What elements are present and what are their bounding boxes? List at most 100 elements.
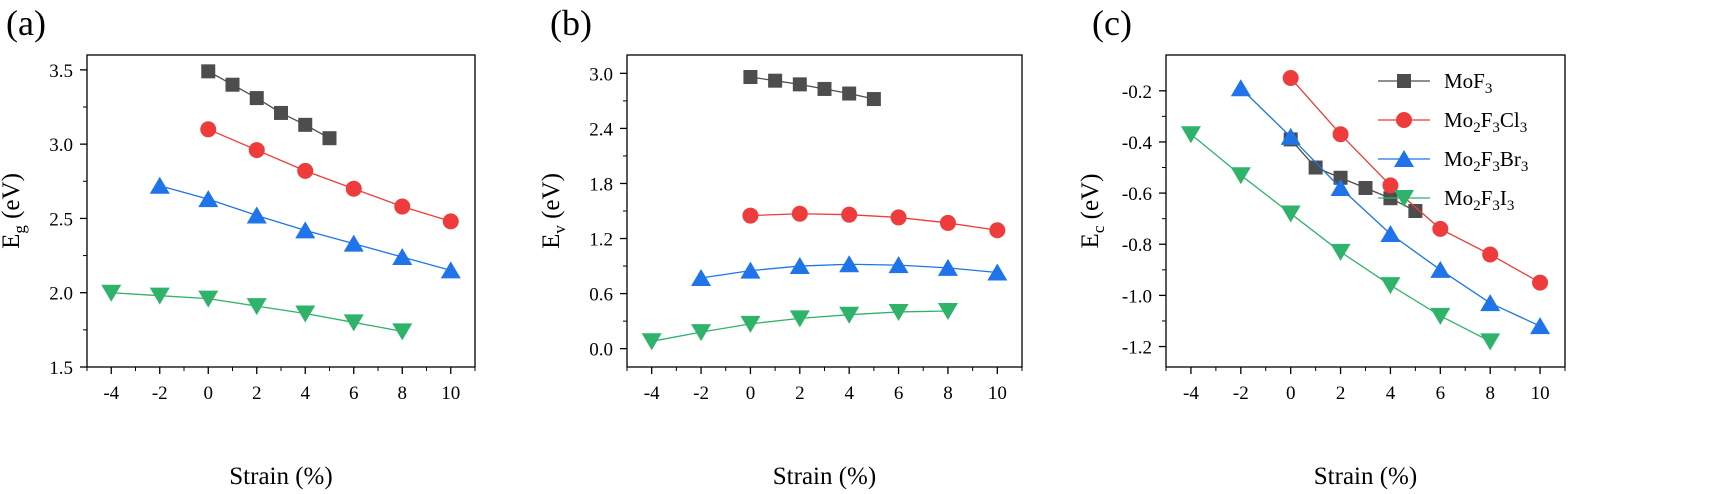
- y-axis-label: Eg (eV): [0, 173, 29, 249]
- data-point: [200, 121, 217, 138]
- legend-marker: [1397, 74, 1411, 88]
- data-point: [392, 248, 413, 266]
- x-tick-label: 2: [1336, 383, 1346, 404]
- series-line: [1290, 77, 1541, 284]
- data-point: [246, 206, 267, 224]
- data-point: [295, 221, 316, 239]
- x-tick-label: 4: [1386, 383, 1396, 404]
- y-tick-label: 1.2: [589, 230, 613, 251]
- data-point: [789, 257, 810, 275]
- y-tick-label: 1.5: [49, 358, 73, 379]
- data-point: [939, 214, 956, 231]
- data-point: [149, 287, 170, 305]
- data-point: [1308, 160, 1323, 175]
- data-point: [791, 205, 808, 222]
- x-tick-label: 10: [441, 383, 460, 404]
- x-axis-label: Strain (%): [1314, 463, 1417, 490]
- chart-panel-3: (c) -4 -2 0 2 4 6 8 10 -1.2 -1.0 -0.8 -0.6 -0.4 -0.2 St…: [1077, 3, 1566, 490]
- legend: MoF3 Mo2F3Cl3 Mo2F3Br3 Mo2F3I3: [1378, 69, 1528, 214]
- data-point: [691, 268, 712, 286]
- data-point: [1480, 294, 1501, 312]
- data-point: [987, 263, 1008, 281]
- panel-label: (a): [6, 3, 46, 43]
- y-tick-label: 2.4: [589, 119, 613, 140]
- series-Mo2F3Br3: [149, 176, 461, 279]
- y-tick-label: -0.4: [1122, 133, 1153, 154]
- data-point: [866, 92, 881, 107]
- data-point: [740, 261, 761, 279]
- plot-frame: [626, 54, 1023, 368]
- data-point: [1282, 70, 1299, 87]
- data-point: [1280, 205, 1301, 223]
- data-point: [1380, 277, 1401, 295]
- data-point: [392, 323, 413, 341]
- chart-panel-2: (b) -4 -2 0 2 4 6 8 10 0.0 0.6 1.2 1.8 2.4 3.0 Strain (…: [538, 3, 1023, 490]
- series-Mo2F3Br3: [1230, 79, 1551, 335]
- y-axis-label: Ec (eV): [1077, 174, 1108, 249]
- legend-marker: [1396, 112, 1412, 128]
- y-tick-label: 1.8: [589, 174, 613, 195]
- x-tick-label: -4: [644, 383, 660, 404]
- data-point: [1330, 178, 1351, 196]
- data-point: [691, 324, 712, 342]
- x-tick-label: 10: [988, 383, 1007, 404]
- y-tick-label: -1.0: [1122, 286, 1152, 307]
- x-tick-label: 6: [894, 383, 904, 404]
- data-point: [1408, 204, 1423, 218]
- data-point: [246, 298, 267, 316]
- series-Mo2F3Cl3: [200, 121, 459, 230]
- data-point: [1532, 274, 1549, 291]
- data-point: [201, 64, 216, 79]
- legend-label: Mo2F3Br3: [1444, 147, 1528, 175]
- x-tick-label: 6: [349, 383, 359, 404]
- panel-label: (b): [550, 3, 592, 43]
- legend-label: MoF3: [1444, 69, 1492, 97]
- data-point: [149, 176, 170, 194]
- legend-item-Mo2F3I3: Mo2F3I3: [1378, 186, 1514, 214]
- x-tick-label: 2: [795, 383, 805, 404]
- chart-panel-1: (a) -4 -2 0 2 4 6 8 10 1.5 2.0 2.5 3.0 3.5 Strain (%) E…: [0, 3, 476, 490]
- x-tick-label: -2: [1233, 383, 1249, 404]
- y-tick-label: 2.5: [49, 209, 73, 230]
- data-point: [1230, 167, 1251, 185]
- x-tick-label: 0: [204, 383, 214, 404]
- data-point: [768, 73, 783, 88]
- data-point: [343, 234, 364, 252]
- y-tick-label: 0.0: [589, 340, 613, 361]
- x-axis-label: Strain (%): [773, 463, 876, 490]
- y-tick-label: 2.0: [49, 284, 73, 305]
- series-line: [207, 128, 451, 223]
- series-line: [750, 213, 998, 231]
- series-Mo2F3I3: [641, 303, 958, 351]
- data-point: [298, 117, 313, 132]
- x-tick-label: 8: [1485, 383, 1495, 404]
- x-tick-label: 8: [398, 383, 408, 404]
- data-point: [1358, 180, 1373, 195]
- data-point: [890, 209, 907, 226]
- x-tick-label: 10: [1531, 383, 1550, 404]
- data-point: [1280, 127, 1301, 145]
- y-tick-label: -0.6: [1122, 184, 1152, 205]
- data-point: [248, 142, 265, 159]
- panel-label: (c): [1092, 3, 1132, 43]
- legend-item-Mo2F3Cl3: Mo2F3Cl3: [1378, 108, 1527, 136]
- y-tick-label: -0.2: [1122, 82, 1152, 103]
- data-point: [888, 256, 909, 274]
- y-axis-label: Ev (eV): [538, 173, 569, 249]
- x-tick-label: -4: [103, 383, 119, 404]
- data-point: [817, 81, 832, 96]
- data-point: [1380, 225, 1401, 243]
- data-point: [888, 303, 909, 321]
- legend-item-MoF3: MoF3: [1378, 69, 1492, 97]
- data-point: [1430, 307, 1451, 325]
- series-MoF3: [743, 70, 881, 107]
- x-tick-label: -2: [693, 383, 709, 404]
- series-Mo2F3Cl3: [1282, 70, 1549, 291]
- x-tick-label: 6: [1436, 383, 1446, 404]
- data-point: [295, 305, 316, 323]
- data-point: [1332, 126, 1349, 143]
- data-point: [1482, 246, 1499, 263]
- y-tick-label: -0.8: [1122, 235, 1152, 256]
- data-point: [1330, 243, 1351, 261]
